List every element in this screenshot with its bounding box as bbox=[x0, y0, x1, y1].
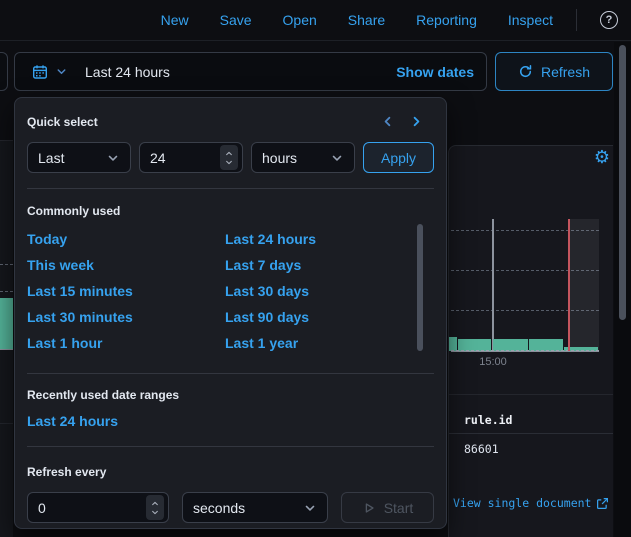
commonly-used-link-last-30-days[interactable]: Last 30 days bbox=[225, 285, 434, 298]
menu-item-inspect[interactable]: Inspect bbox=[508, 12, 553, 28]
commonly-used-link-today[interactable]: Today bbox=[27, 233, 225, 246]
view-single-document-link[interactable]: View single document bbox=[453, 496, 609, 510]
menu-item-share[interactable]: Share bbox=[348, 12, 385, 28]
refresh-label: Refresh bbox=[541, 64, 590, 80]
start-label: Start bbox=[384, 500, 414, 516]
commonly-used-link-last-1-hour[interactable]: Last 1 hour bbox=[27, 337, 225, 350]
chevron-down-icon bbox=[224, 158, 234, 166]
gridline bbox=[0, 291, 13, 292]
chevron-up-icon bbox=[150, 500, 160, 508]
chevron-right-icon bbox=[409, 114, 424, 129]
panel-divider bbox=[0, 423, 13, 424]
refresh-button[interactable]: Refresh bbox=[495, 52, 613, 91]
section-divider bbox=[27, 188, 434, 189]
chevron-down-icon bbox=[150, 508, 160, 516]
calendar-icon bbox=[32, 64, 48, 80]
show-dates-button[interactable]: Show dates bbox=[396, 64, 474, 80]
app-screen: New Save Open Share Reporting Inspect ? … bbox=[0, 0, 631, 537]
document-detail-panel: ⚙ 15:00 rule.id 86601 View single docume… bbox=[448, 145, 613, 537]
external-link-icon bbox=[596, 497, 609, 510]
recently-used-title: Recently used date ranges bbox=[27, 388, 434, 402]
calendar-dropdown-button[interactable] bbox=[15, 53, 82, 90]
chevron-up-icon bbox=[224, 150, 234, 158]
quick-select-title: Quick select bbox=[27, 115, 98, 129]
table-header-divider bbox=[449, 433, 613, 434]
anchor-marker-line bbox=[568, 219, 570, 352]
popup-scrollbar-thumb[interactable] bbox=[417, 224, 423, 351]
table-column-header: rule.id bbox=[464, 413, 512, 427]
date-range-bar[interactable]: Last 24 hours Show dates bbox=[14, 52, 487, 91]
table-cell-value: 86601 bbox=[464, 442, 499, 456]
commonly-used-link-last-30-minutes[interactable]: Last 30 minutes bbox=[27, 311, 225, 324]
commonly-used-links: Today Last 24 hours This week Last 7 day… bbox=[27, 233, 434, 350]
commonly-used-link-last-1-year[interactable]: Last 1 year bbox=[225, 337, 434, 350]
quick-select-amount-field bbox=[139, 142, 243, 173]
date-range-display[interactable]: Last 24 hours bbox=[85, 64, 170, 80]
chevron-down-icon bbox=[106, 151, 120, 165]
menu-item-open[interactable]: Open bbox=[283, 12, 317, 28]
chevron-down-icon bbox=[330, 151, 344, 165]
left-chart-panel-fragment bbox=[0, 140, 13, 537]
chevron-left-icon bbox=[380, 114, 395, 129]
chart-axis bbox=[0, 349, 13, 350]
recently-used-link-last-24-hours[interactable]: Last 24 hours bbox=[27, 415, 434, 428]
refresh-unit-select[interactable]: seconds bbox=[182, 492, 328, 523]
date-picker-popover: Quick select Last bbox=[14, 97, 447, 529]
start-auto-refresh-button[interactable]: Start bbox=[341, 492, 434, 523]
unit-select[interactable]: hours bbox=[251, 142, 355, 173]
menu-item-reporting[interactable]: Reporting bbox=[416, 12, 477, 28]
commonly-used-link-last-90-days[interactable]: Last 90 days bbox=[225, 311, 434, 324]
commonly-used-link-last-15-minutes[interactable]: Last 15 minutes bbox=[27, 285, 225, 298]
next-time-window-button[interactable] bbox=[409, 114, 424, 129]
query-bar-fragment bbox=[0, 52, 8, 91]
x-axis-tick-label: 15:00 bbox=[471, 356, 515, 368]
refresh-interval-field bbox=[27, 492, 169, 523]
help-icon[interactable]: ? bbox=[600, 11, 618, 29]
section-divider bbox=[27, 446, 434, 447]
refresh-interval-input[interactable] bbox=[38, 500, 96, 516]
unit-select-value: hours bbox=[262, 150, 297, 166]
page-scrollbar-thumb[interactable] bbox=[619, 45, 626, 320]
histogram-bar bbox=[0, 298, 13, 349]
refresh-unit-value: seconds bbox=[193, 500, 245, 516]
number-stepper[interactable] bbox=[146, 495, 164, 520]
section-divider bbox=[27, 373, 434, 374]
commonly-used-link-last-24-hours[interactable]: Last 24 hours bbox=[225, 233, 434, 246]
commonly-used-title: Commonly used bbox=[27, 204, 434, 218]
view-single-document-label: View single document bbox=[453, 496, 591, 510]
top-menu-bar: New Save Open Share Reporting Inspect ? bbox=[0, 0, 631, 41]
menu-divider bbox=[576, 9, 577, 31]
refresh-every-title: Refresh every bbox=[27, 465, 434, 479]
histogram-bar bbox=[449, 337, 457, 351]
previous-time-window-button[interactable] bbox=[380, 114, 395, 129]
menu-item-save[interactable]: Save bbox=[220, 12, 252, 28]
histogram-bars bbox=[449, 146, 614, 351]
amount-input[interactable] bbox=[150, 150, 208, 166]
chevron-down-icon bbox=[55, 65, 68, 78]
tense-select-value: Last bbox=[38, 150, 64, 166]
chevron-down-icon bbox=[303, 501, 317, 515]
commonly-used-link-last-7-days[interactable]: Last 7 days bbox=[225, 259, 434, 272]
menu-item-new[interactable]: New bbox=[161, 12, 189, 28]
tense-select[interactable]: Last bbox=[27, 142, 131, 173]
panel-divider bbox=[449, 394, 613, 395]
gridline bbox=[0, 264, 13, 265]
chart-axis bbox=[451, 351, 599, 352]
play-icon bbox=[362, 501, 376, 515]
number-stepper[interactable] bbox=[220, 145, 238, 170]
commonly-used-link-this-week[interactable]: This week bbox=[27, 259, 225, 272]
refresh-icon bbox=[518, 64, 533, 79]
apply-button[interactable]: Apply bbox=[363, 142, 434, 173]
